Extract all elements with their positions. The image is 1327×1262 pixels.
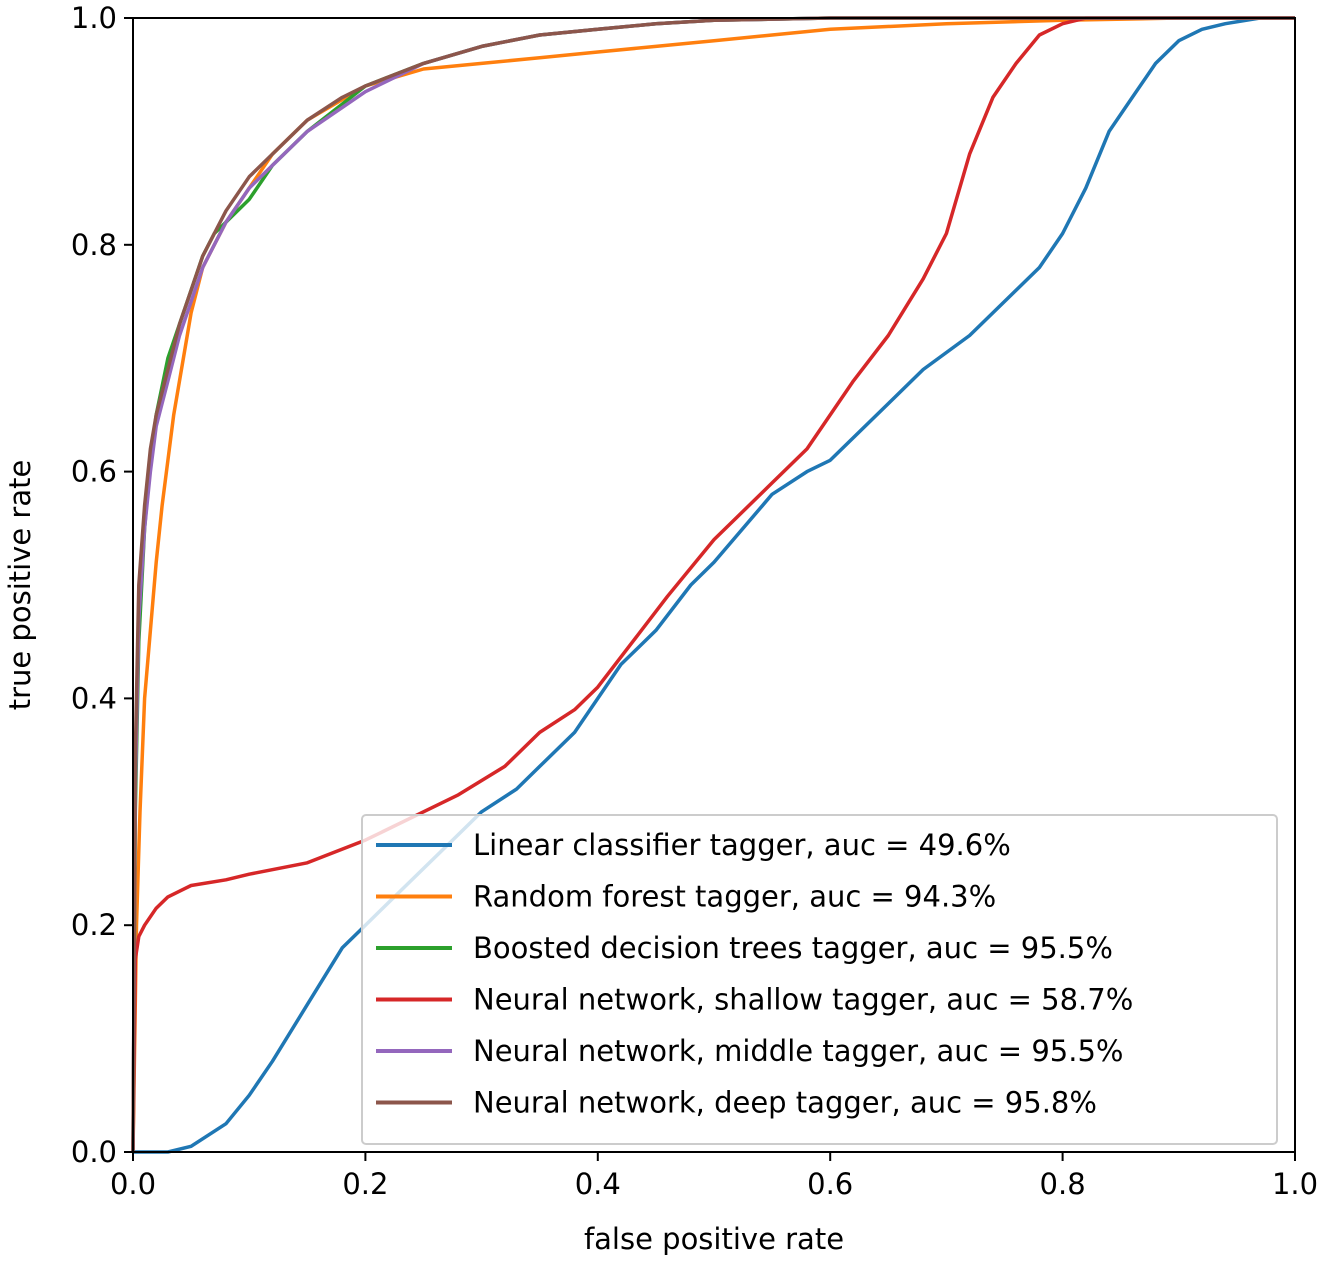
legend-label: Neural network, deep tagger, auc = 95.8% [473, 1086, 1097, 1120]
x-tick-label: 0.4 [575, 1167, 621, 1201]
plot-frame [132, 17, 1296, 1153]
legend-label: Boosted decision trees tagger, auc = 95.… [473, 931, 1113, 965]
x-tick-label: 0.0 [110, 1167, 156, 1201]
legend-label: Random forest tagger, auc = 94.3% [473, 880, 996, 914]
y-tick-label: 0.8 [71, 228, 117, 262]
x-tick-label: 0.2 [342, 1167, 388, 1201]
y-tick-label: 0.0 [71, 1135, 117, 1169]
x-axis-label: false positive rate [584, 1222, 844, 1256]
legend-box [361, 814, 1278, 1145]
legend: Linear classifier tagger, auc = 49.6% Ran… [361, 814, 1278, 1145]
y-tick-label: 0.6 [71, 455, 117, 489]
series-line-1 [133, 16, 1295, 1154]
y-axis-label: true positive rate [3, 460, 37, 711]
y-tick-label: 0.4 [71, 681, 117, 715]
legend-label: Neural network, shallow tagger, auc = 58… [473, 983, 1133, 1017]
legend-label: Neural network, middle tagger, auc = 95.… [473, 1034, 1123, 1068]
series-line-6 [131, 16, 1295, 1153]
legend-label: Linear classifier tagger, auc = 49.6% [473, 828, 1011, 862]
plot-lines [131, 16, 1295, 1154]
x-tick-label: 0.6 [807, 1167, 853, 1201]
y-tick-label: 0.2 [71, 908, 117, 942]
x-tick-label: 1.0 [1272, 1167, 1318, 1201]
y-tick-label: 1.0 [71, 1, 117, 35]
series-line-4 [131, 16, 1295, 1153]
x-axis-ticks: 0.0 0.2 0.4 0.6 0.8 1.0 [110, 1152, 1318, 1201]
y-axis-ticks: 0.0 0.2 0.4 0.6 0.8 1.0 [71, 1, 133, 1169]
x-tick-label: 0.8 [1040, 1167, 1086, 1201]
